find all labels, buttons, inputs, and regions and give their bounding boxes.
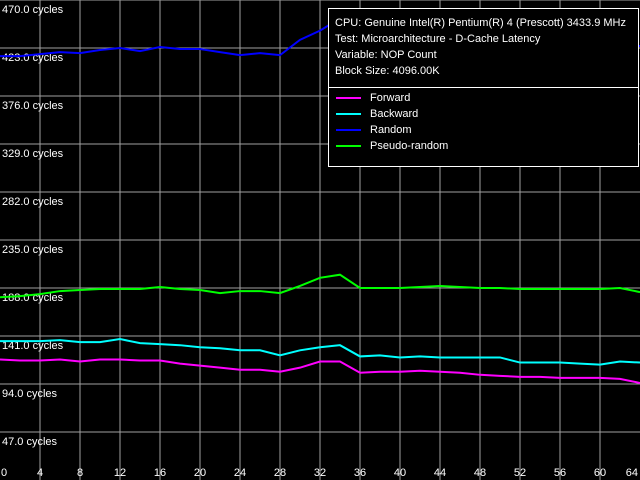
legend-label: Random — [370, 124, 412, 136]
legend-item-pseudo-random: Pseudo-random — [336, 138, 638, 154]
info-variable: Variable: NOP Count — [335, 49, 437, 61]
series-line-pseudo-random — [0, 273, 640, 299]
legend-swatch — [336, 113, 361, 115]
y-tick-label: 376.0 cycles — [2, 100, 64, 112]
y-tick-label: 141.0 cycles — [2, 340, 64, 352]
legend-item-random: Random — [336, 122, 638, 138]
legend-swatch — [336, 145, 361, 147]
y-tick-label: 188.0 cycles — [2, 292, 64, 304]
legend-label: Forward — [370, 92, 411, 104]
x-tick-label: 60 — [594, 467, 606, 479]
series-line-backward — [0, 338, 640, 366]
x-tick-label: 16 — [154, 467, 166, 479]
y-tick-label: 423.0 cycles — [2, 52, 64, 64]
x-tick-label: 32 — [314, 467, 326, 479]
info-block-size: Block Size: 4096.00K — [335, 65, 440, 77]
y-tick-label: 235.0 cycles — [2, 244, 64, 256]
x-tick-label: 12 — [114, 467, 126, 479]
x-tick-label: 44 — [434, 467, 446, 479]
y-tick-label: 329.0 cycles — [2, 148, 64, 160]
x-tick-label: 20 — [194, 467, 206, 479]
legend: Forward Backward Random Pseudo-random — [329, 88, 638, 166]
info-cpu: CPU: Genuine Intel(R) Pentium(R) 4 (Pres… — [335, 17, 626, 29]
info-lines: CPU: Genuine Intel(R) Pentium(R) 4 (Pres… — [329, 9, 638, 87]
x-tick-label: 40 — [394, 467, 406, 479]
x-tick-label: 48 — [474, 467, 486, 479]
legend-swatch — [336, 129, 361, 131]
x-tick-label: 36 — [354, 467, 366, 479]
series-line-forward — [0, 358, 640, 384]
info-test: Test: Microarchitecture - D-Cache Latenc… — [335, 33, 541, 45]
x-tick-label: 8 — [77, 467, 83, 479]
x-tick-label: 24 — [234, 467, 246, 479]
legend-item-backward: Backward — [336, 106, 638, 122]
x-tick-label: 0 — [1, 467, 7, 479]
x-tick-label: 4 — [37, 467, 43, 479]
y-tick-label: 47.0 cycles — [2, 436, 58, 448]
legend-divider — [329, 87, 638, 88]
y-tick-label: 282.0 cycles — [2, 196, 64, 208]
x-tick-label: 56 — [554, 467, 566, 479]
y-tick-label: 470.0 cycles — [2, 4, 64, 16]
x-tick-label: 64 — [626, 467, 638, 479]
legend-label: Backward — [370, 108, 419, 120]
legend-swatch — [336, 97, 361, 99]
x-tick-label: 28 — [274, 467, 286, 479]
legend-label: Pseudo-random — [370, 140, 449, 152]
x-tick-label: 52 — [514, 467, 526, 479]
y-tick-label: 94.0 cycles — [2, 388, 58, 400]
legend-item-forward: Forward — [336, 90, 638, 106]
info-legend-box: CPU: Genuine Intel(R) Pentium(R) 4 (Pres… — [328, 8, 639, 167]
